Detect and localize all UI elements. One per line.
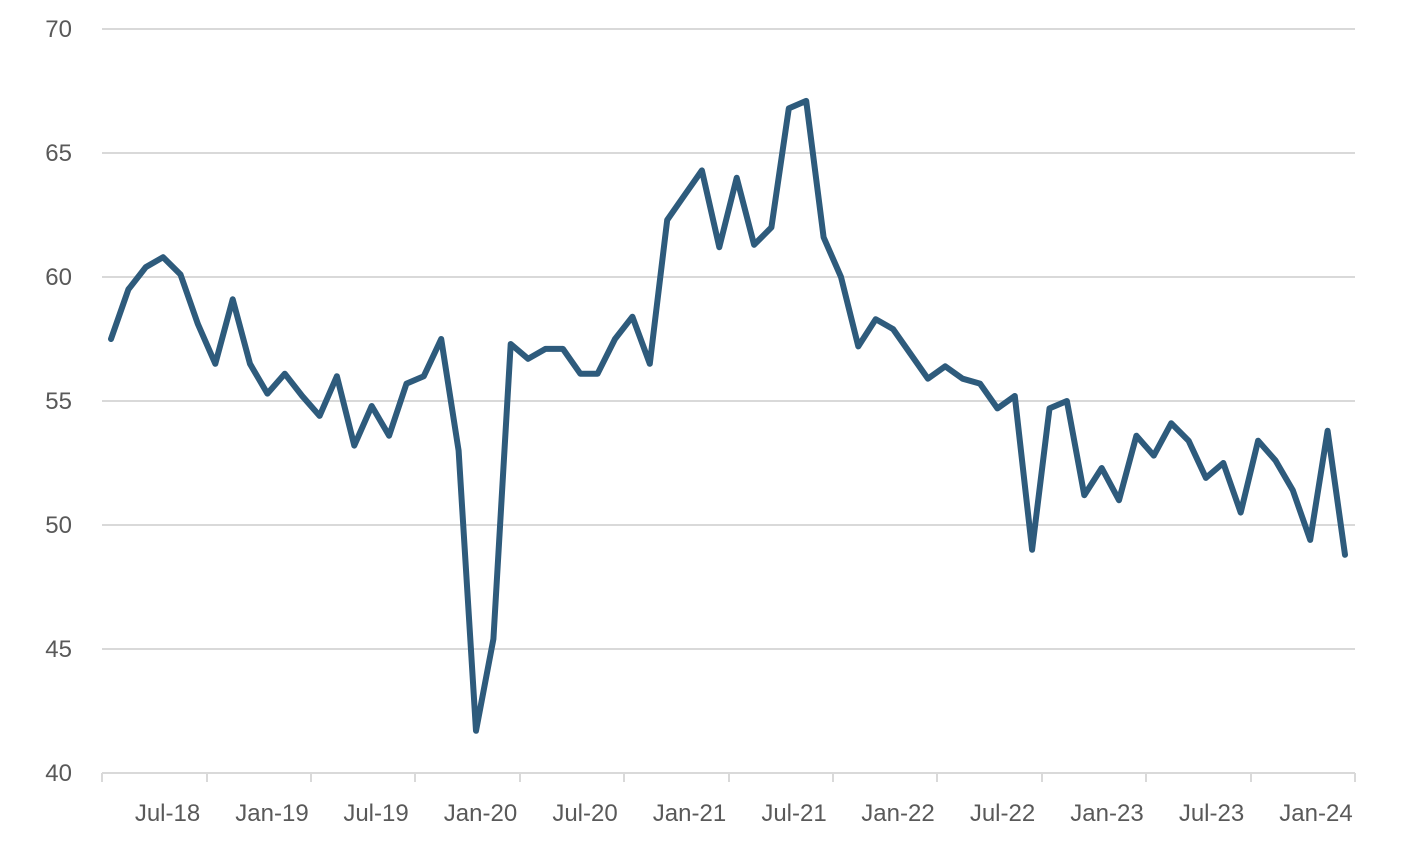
data-point-Dec-20 xyxy=(612,336,618,342)
y-tick-label-65: 65 xyxy=(45,140,72,167)
data-point-May-21 xyxy=(699,167,705,173)
data-point-Jul-18 xyxy=(108,336,114,342)
data-point-Feb-23 xyxy=(1064,398,1070,404)
x-tick-label-Jan-24: Jan-24 xyxy=(1279,800,1352,827)
data-point-Nov-19 xyxy=(386,433,392,439)
data-point-Apr-24 xyxy=(1307,537,1313,543)
data-point-Jul-23 xyxy=(1151,453,1157,459)
data-point-Dec-18 xyxy=(195,321,201,327)
data-point-Jan-23 xyxy=(1047,405,1053,411)
data-point-May-22 xyxy=(907,351,913,357)
y-tick-label-60: 60 xyxy=(45,264,72,291)
x-tick-label-Jul-19: Jul-19 xyxy=(343,800,408,827)
data-point-Aug-23 xyxy=(1168,420,1174,426)
data-point-Aug-19 xyxy=(334,373,340,379)
data-point-May-24 xyxy=(1325,428,1331,434)
series-line xyxy=(108,97,1348,734)
x-tick-label-Jan-23: Jan-23 xyxy=(1070,800,1143,827)
data-point-Apr-20 xyxy=(473,728,479,734)
data-point-Sep-18 xyxy=(143,264,149,270)
data-point-Jun-20 xyxy=(508,341,514,347)
data-point-Oct-23 xyxy=(1203,475,1209,481)
data-point-May-20 xyxy=(490,636,496,642)
data-point-Mar-22 xyxy=(873,316,879,322)
data-point-Nov-20 xyxy=(595,371,601,377)
data-point-Jul-20 xyxy=(525,356,531,362)
data-point-Nov-22 xyxy=(1012,393,1018,399)
x-axis-tick-labels: Jul-18 Jan-19 Jul-19 Jan-20 Jul-20 Jan-21 Jul-… xyxy=(135,800,1353,827)
data-point-Jan-24 xyxy=(1255,438,1261,444)
data-point-Jul-19 xyxy=(317,413,323,419)
data-point-Oct-21 xyxy=(786,105,792,111)
x-tick-label-Jul-18: Jul-18 xyxy=(135,800,200,827)
data-point-Oct-19 xyxy=(369,403,375,409)
data-point-Apr-22 xyxy=(890,326,896,332)
data-point-Jun-22 xyxy=(925,376,931,382)
x-tick-label-Jul-22: Jul-22 xyxy=(970,800,1035,827)
y-axis-tick-labels: 40 45 50 55 60 65 70 xyxy=(45,16,72,787)
gridlines xyxy=(102,28,1355,650)
x-axis xyxy=(101,772,1356,782)
data-point-Jun-24 xyxy=(1342,552,1348,558)
data-point-Dec-22 xyxy=(1029,547,1035,553)
data-point-Jan-20 xyxy=(421,373,427,379)
data-point-Jan-22 xyxy=(838,274,844,280)
data-point-Mar-19 xyxy=(247,361,253,367)
y-tick-label-45: 45 xyxy=(45,636,72,663)
data-point-Mar-20 xyxy=(456,448,462,454)
data-point-Jan-19 xyxy=(212,361,218,367)
data-point-May-23 xyxy=(1116,497,1122,503)
data-point-Jun-19 xyxy=(299,393,305,399)
data-point-Aug-20 xyxy=(543,346,549,352)
x-tick-label-Jan-20: Jan-20 xyxy=(444,800,517,827)
data-point-Feb-24 xyxy=(1272,458,1278,464)
data-point-Feb-21 xyxy=(647,361,653,367)
data-point-Nov-23 xyxy=(1220,460,1226,466)
data-point-Mar-24 xyxy=(1290,487,1296,493)
data-point-Sep-22 xyxy=(977,381,983,387)
data-point-Sep-20 xyxy=(560,346,566,352)
data-point-Dec-21 xyxy=(821,234,827,240)
x-tick-label-Jan-22: Jan-22 xyxy=(861,800,934,827)
data-point-Feb-20 xyxy=(438,336,444,342)
x-tick-label-Jan-19: Jan-19 xyxy=(235,800,308,827)
data-point-Jul-22 xyxy=(942,363,948,369)
data-point-Jun-23 xyxy=(1133,433,1139,439)
data-point-Sep-23 xyxy=(1186,438,1192,444)
data-point-Aug-18 xyxy=(125,286,131,292)
series-layer xyxy=(108,97,1348,734)
x-tick-label-Jan-21: Jan-21 xyxy=(653,800,726,827)
data-point-Apr-21 xyxy=(682,192,688,198)
data-point-Nov-18 xyxy=(178,272,184,278)
data-point-Oct-18 xyxy=(160,254,166,260)
y-tick-label-50: 50 xyxy=(45,512,72,539)
x-tick-label-Jul-23: Jul-23 xyxy=(1179,800,1244,827)
data-point-Nov-21 xyxy=(803,98,809,104)
data-point-Oct-20 xyxy=(577,371,583,377)
data-point-Mar-23 xyxy=(1081,492,1087,498)
y-tick-label-70: 70 xyxy=(45,16,72,43)
data-point-Sep-19 xyxy=(351,443,357,449)
y-tick-label-55: 55 xyxy=(45,388,72,415)
data-point-Dec-23 xyxy=(1238,510,1244,516)
data-point-Feb-22 xyxy=(855,343,861,349)
data-point-Aug-22 xyxy=(960,376,966,382)
y-tick-label-40: 40 xyxy=(45,760,72,787)
x-tick-label-Jul-20: Jul-20 xyxy=(552,800,617,827)
data-point-Oct-22 xyxy=(994,405,1000,411)
data-point-Jan-21 xyxy=(629,314,635,320)
data-point-Jul-21 xyxy=(734,175,740,181)
x-tick-label-Jul-21: Jul-21 xyxy=(761,800,826,827)
data-point-Apr-19 xyxy=(264,391,270,397)
data-point-Apr-23 xyxy=(1099,465,1105,471)
data-point-Jun-21 xyxy=(716,244,722,250)
data-point-Dec-19 xyxy=(403,381,409,387)
data-point-Aug-21 xyxy=(751,242,757,248)
data-point-Mar-21 xyxy=(664,217,670,223)
data-point-May-19 xyxy=(282,371,288,377)
data-point-Feb-19 xyxy=(230,296,236,302)
data-point-Sep-21 xyxy=(768,224,774,230)
